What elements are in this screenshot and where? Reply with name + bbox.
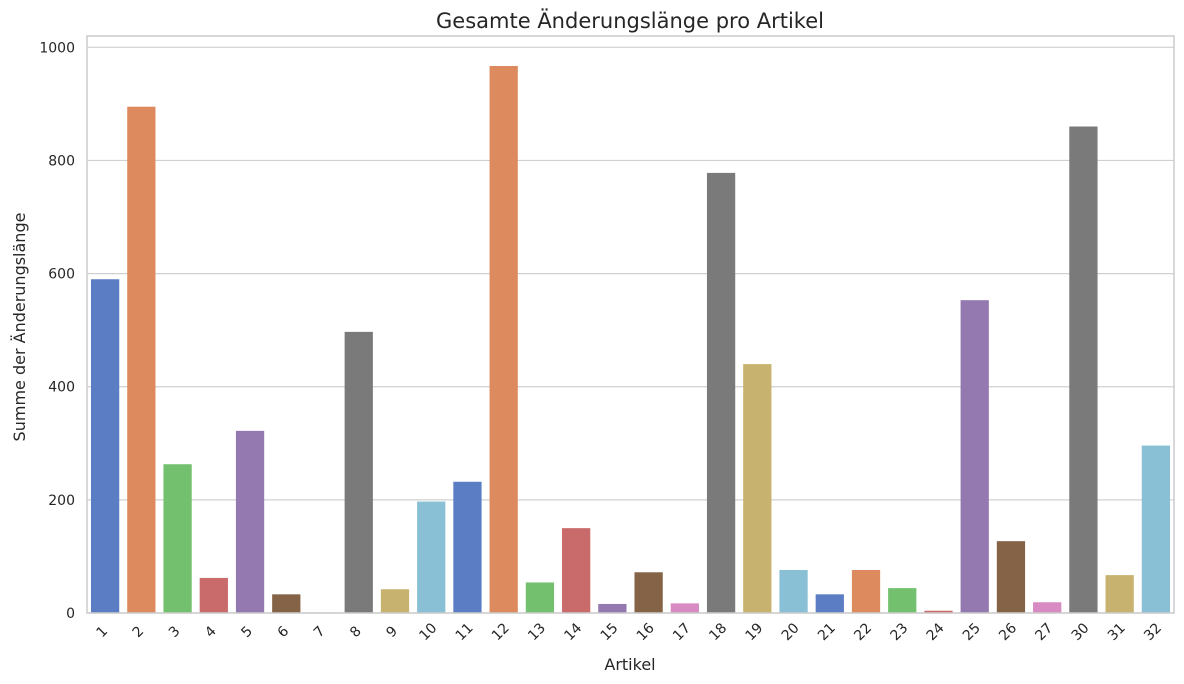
x-tick-label: 31	[1105, 620, 1129, 644]
y-tick-label: 1000	[39, 40, 75, 56]
bar	[489, 65, 518, 613]
x-tick-label: 2	[130, 623, 148, 641]
x-tick-label: 30	[1069, 620, 1093, 644]
bar	[706, 172, 736, 614]
x-tick-label: 14	[561, 620, 585, 644]
x-tick-label: 7	[311, 623, 329, 641]
bar	[90, 279, 120, 613]
bar	[670, 603, 699, 613]
bar	[525, 582, 555, 613]
x-tick-label: 21	[815, 620, 839, 644]
x-tick-label: 11	[453, 620, 477, 644]
x-tick-label: 15	[598, 620, 622, 644]
y-tick-label: 400	[48, 380, 75, 396]
bar	[1105, 575, 1134, 613]
bar	[127, 106, 156, 613]
x-tick-label: 6	[275, 623, 293, 641]
bar	[634, 572, 663, 613]
plot-frame	[86, 35, 1175, 614]
x-tick-label: 32	[1141, 620, 1165, 644]
x-tick-label: 9	[383, 623, 401, 641]
bar	[1141, 445, 1171, 613]
x-tick-label: 18	[706, 620, 730, 644]
y-tick-label: 600	[48, 267, 75, 283]
y-axis-label: Summe der Änderungslänge	[10, 213, 29, 442]
x-tick-label: 23	[887, 620, 911, 644]
y-axis-ticks: 0 200 400 600 800 1000	[39, 40, 75, 622]
x-tick-label: 16	[634, 620, 658, 644]
y-tick-label: 200	[48, 493, 75, 509]
bar	[163, 464, 192, 613]
x-axis-ticks: 1 2 3 4 5 6 7 8 9 10 11 12 13 14 15 16 17 18 19 20 21 22 23 24 2…	[93, 620, 1165, 644]
x-tick-label: 17	[670, 620, 694, 644]
bar	[743, 364, 772, 613]
x-tick-label: 27	[1032, 620, 1056, 644]
x-tick-label: 20	[779, 620, 803, 644]
x-tick-label: 5	[238, 623, 256, 641]
bar	[562, 528, 591, 613]
bar	[344, 331, 373, 613]
bar	[779, 570, 808, 613]
bar	[888, 588, 917, 613]
x-tick-label: 25	[960, 620, 984, 644]
bar	[235, 430, 265, 613]
bar	[199, 577, 228, 613]
bar	[1069, 126, 1098, 614]
x-tick-label: 4	[202, 623, 220, 641]
bars	[90, 65, 1171, 614]
bar	[380, 589, 410, 613]
x-tick-label: 19	[743, 620, 767, 644]
bar	[272, 594, 301, 613]
chart-title: Gesamte Änderungslänge pro Artikel	[436, 8, 824, 33]
bar	[960, 300, 989, 613]
y-tick-label: 0	[66, 606, 75, 622]
x-tick-label: 1	[93, 623, 111, 641]
bar	[815, 594, 844, 613]
x-tick-label: 13	[525, 620, 549, 644]
x-tick-label: 8	[347, 623, 365, 641]
x-axis-label: Artikel	[604, 655, 655, 674]
y-tick-label: 800	[48, 153, 75, 169]
bar	[453, 481, 482, 613]
bar	[996, 541, 1026, 613]
x-tick-label: 3	[166, 623, 184, 641]
bar	[417, 501, 446, 613]
x-tick-label: 12	[489, 620, 513, 644]
bar	[851, 570, 881, 613]
x-tick-label: 26	[996, 620, 1020, 644]
x-tick-label: 24	[924, 620, 948, 644]
bar	[598, 603, 627, 613]
bar	[924, 610, 953, 613]
x-tick-label: 10	[416, 620, 440, 644]
x-tick-label: 22	[851, 620, 875, 644]
bar	[1033, 602, 1062, 613]
